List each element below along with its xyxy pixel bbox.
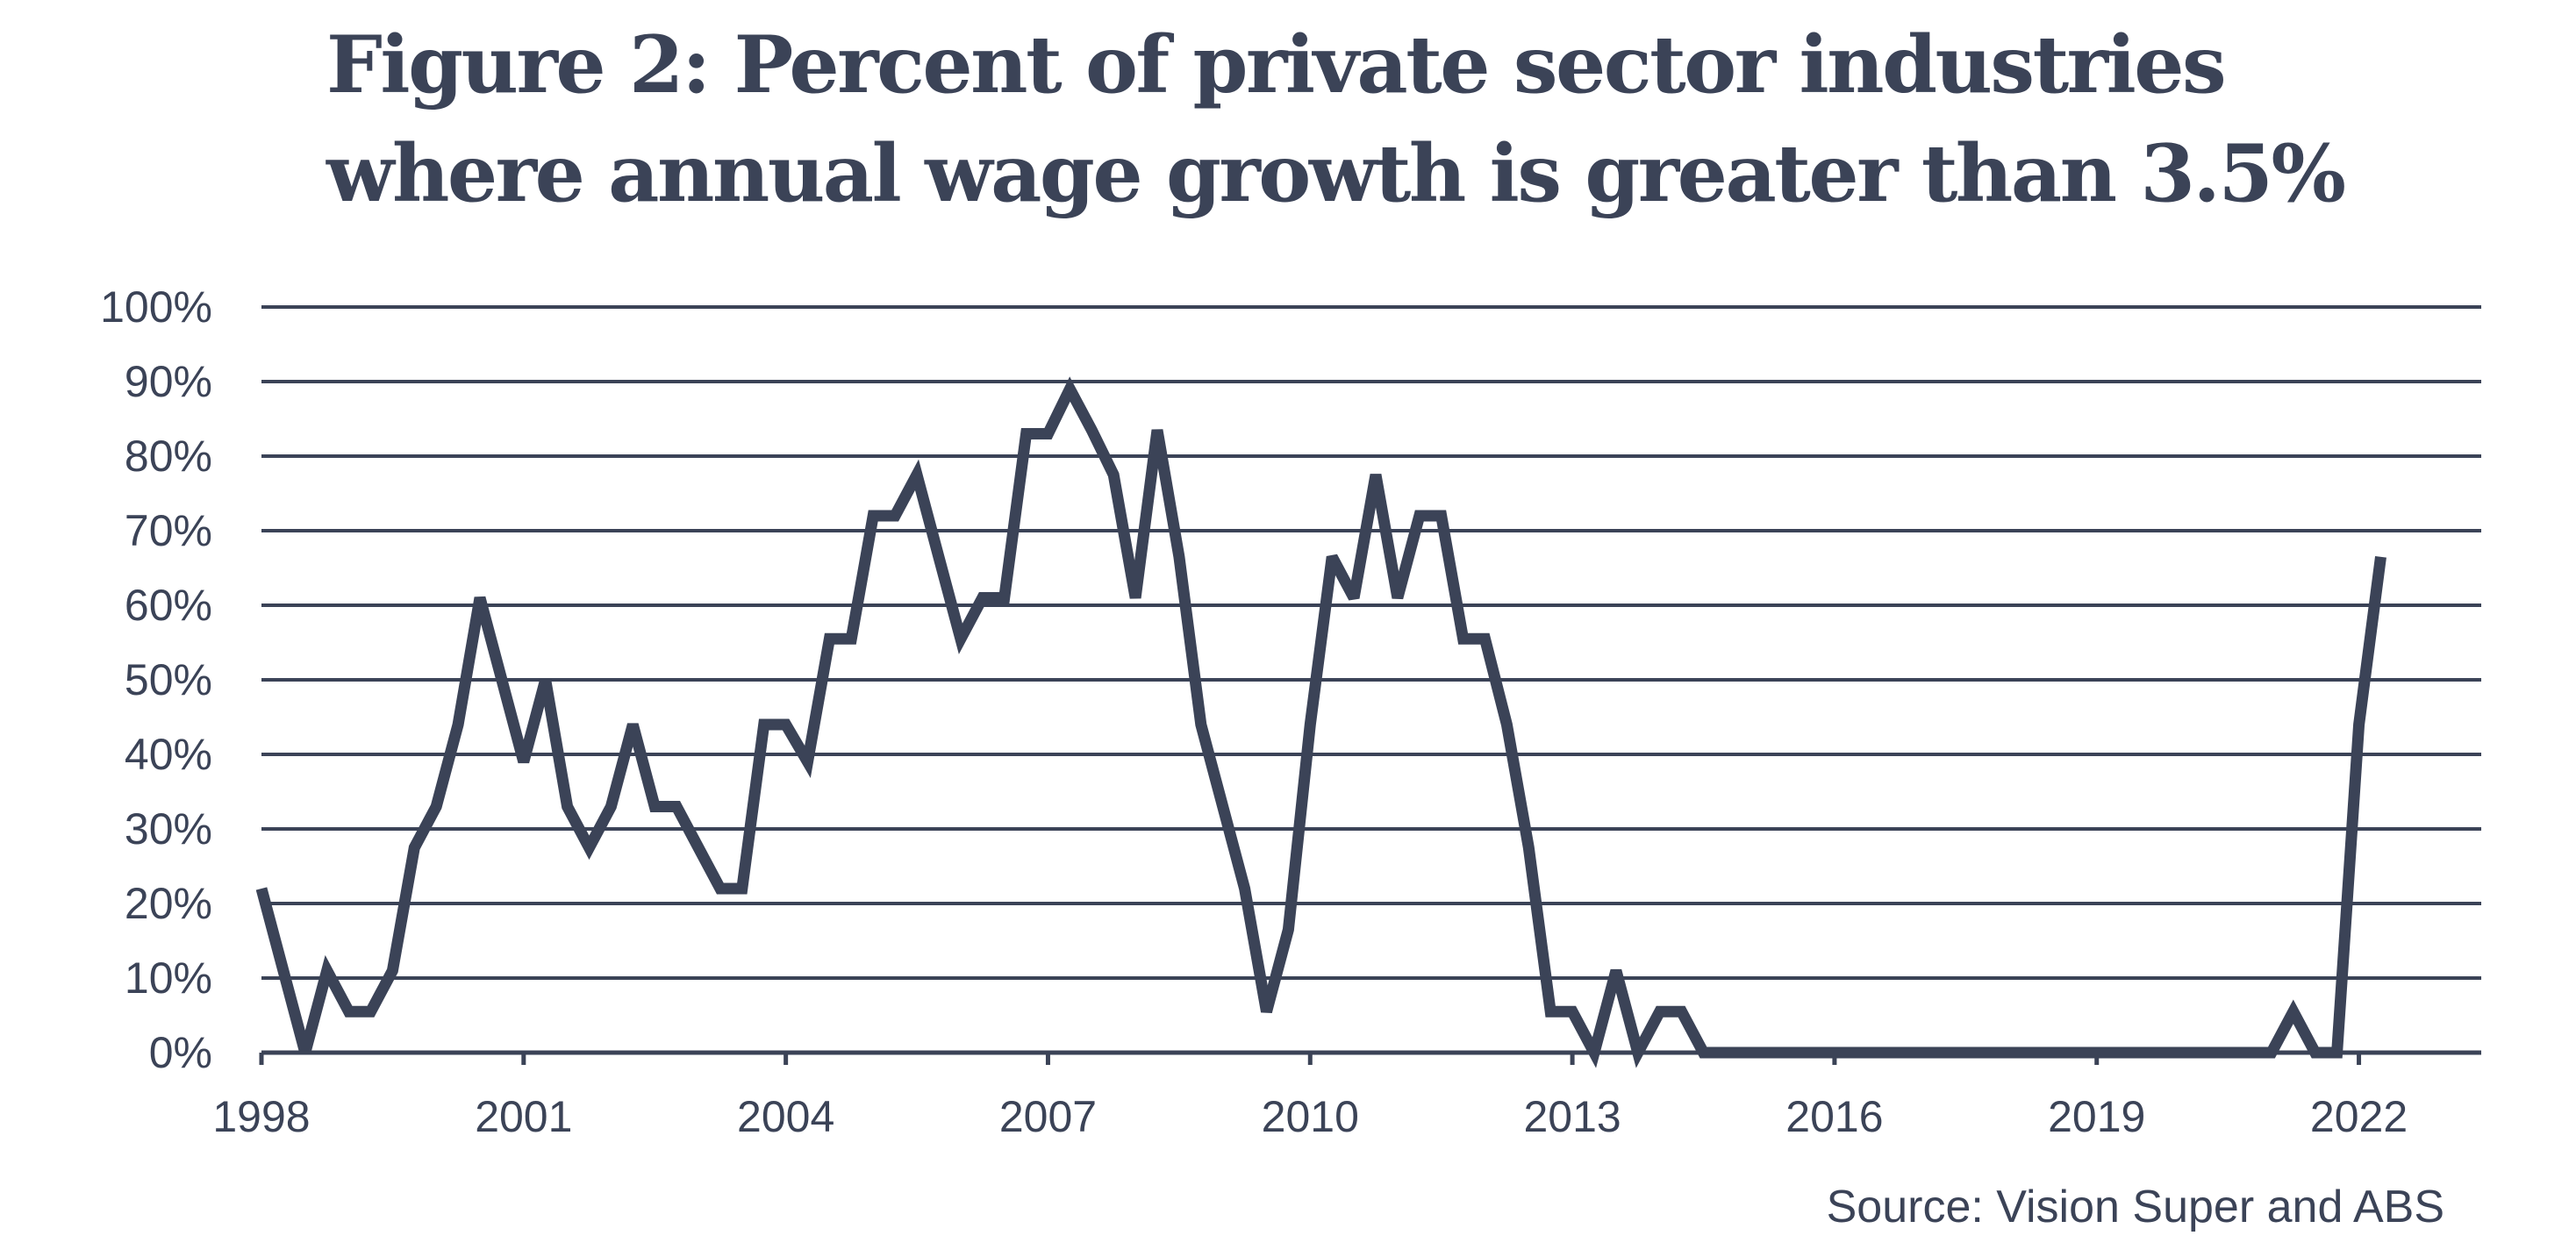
x-tick-label: 2016 xyxy=(1785,1092,1883,1141)
y-tick-label: 50% xyxy=(125,655,212,704)
y-tick-label: 30% xyxy=(125,804,212,853)
chart-title-line-2: where annual wage growth is greater than… xyxy=(326,127,2346,220)
x-tick-label: 2019 xyxy=(2048,1092,2145,1141)
series-group xyxy=(255,376,2386,1068)
y-tick-label: 10% xyxy=(125,953,212,1003)
y-tick-label: 0% xyxy=(149,1028,212,1077)
y-tick-label: 40% xyxy=(125,730,212,779)
chart-title-line-1: Figure 2: Percent of private sector indu… xyxy=(326,18,2227,111)
y-tick-label: 80% xyxy=(125,432,212,481)
grid-lines xyxy=(261,305,2481,980)
x-tick-label: 2022 xyxy=(2310,1092,2408,1141)
y-tick-label: 20% xyxy=(125,879,212,928)
x-tick-label: 1998 xyxy=(212,1092,310,1141)
x-tick-label: 2004 xyxy=(737,1092,834,1141)
y-axis-tick-labels: 0% 10% 20% 30% 40% 50% 60% 70% 80% 90% 100% xyxy=(100,282,212,1077)
series-line xyxy=(255,376,2386,1068)
x-axis: 1998 2001 2004 2007 2010 2013 2016 2019 2022 xyxy=(212,1050,2481,1141)
y-tick-label: 60% xyxy=(125,581,212,630)
y-tick-label: 90% xyxy=(125,357,212,406)
x-tick-label: 2007 xyxy=(999,1092,1097,1141)
y-tick-label: 100% xyxy=(100,282,212,332)
x-tick-label: 2001 xyxy=(475,1092,572,1141)
y-tick-label: 70% xyxy=(125,506,212,555)
source-note: Source: Vision Super and ABS xyxy=(1826,1182,2444,1232)
x-tick-label: 2013 xyxy=(1523,1092,1621,1141)
chart-title: Figure 2: Percent of private sector indu… xyxy=(326,11,2432,228)
x-tick-label: 2010 xyxy=(1262,1092,1359,1141)
